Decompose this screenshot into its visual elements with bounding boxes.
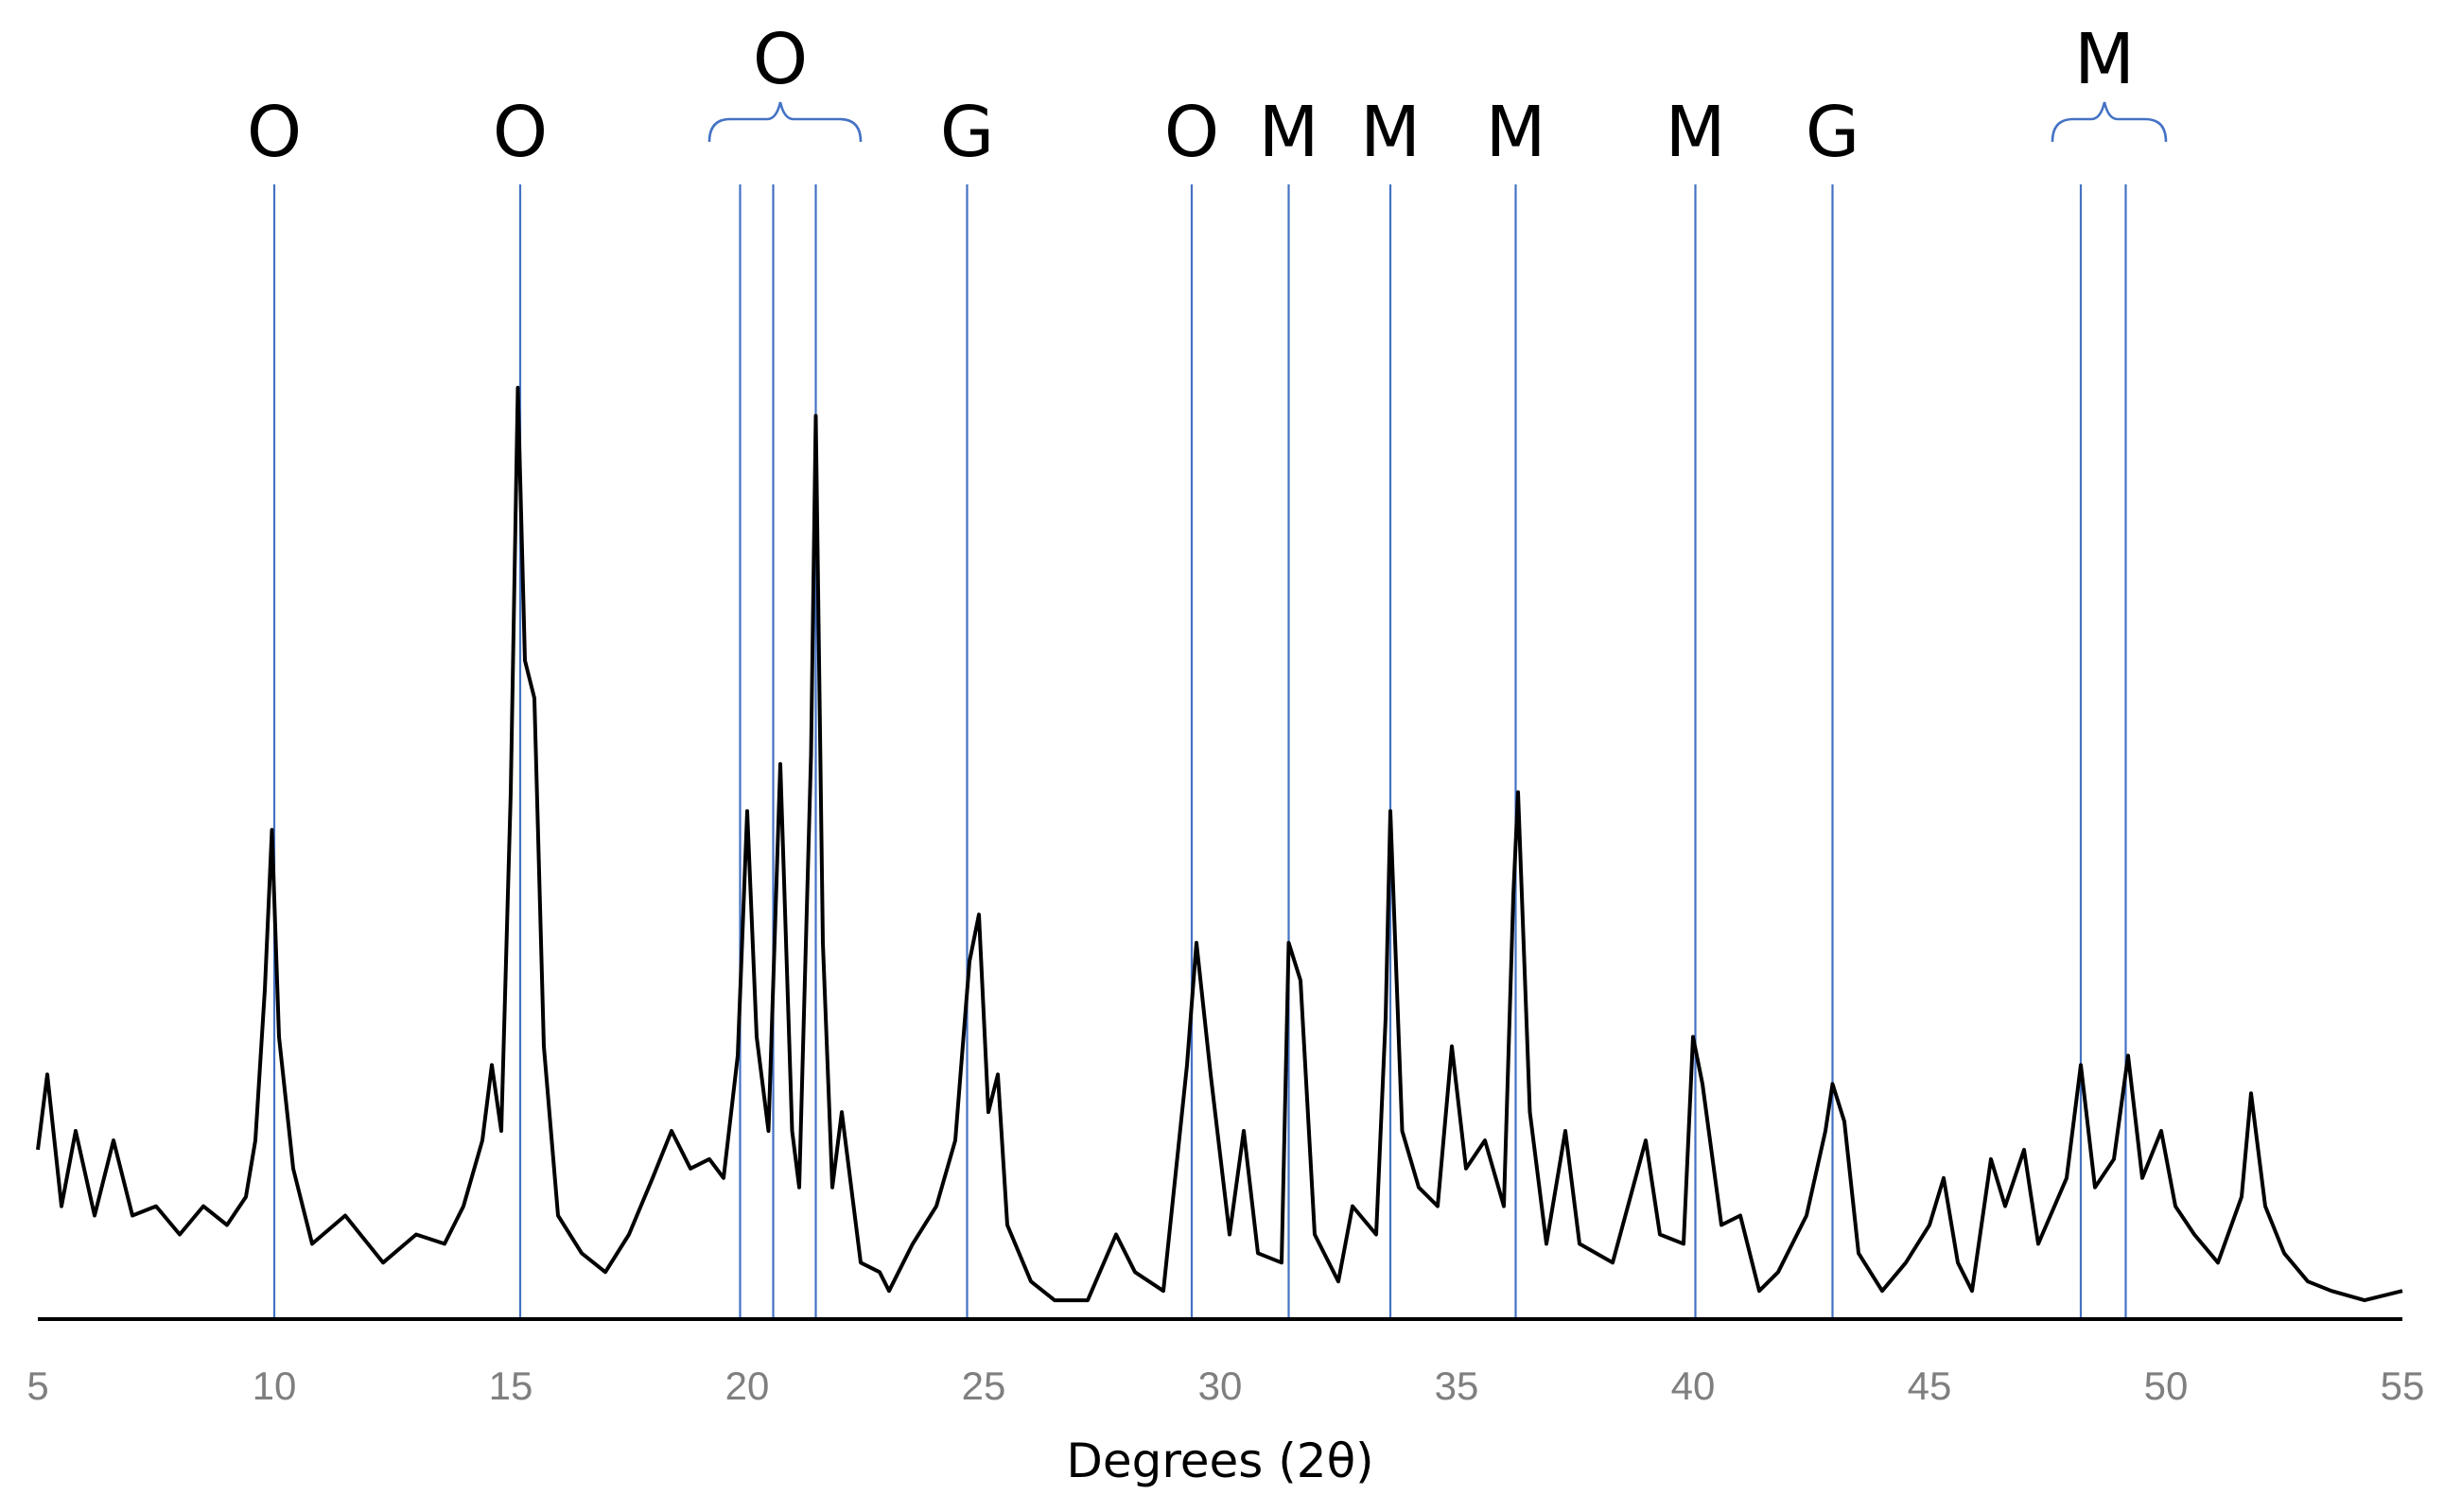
peak-label-3: O [753, 19, 808, 100]
peak-label-2: O [493, 92, 548, 173]
x-tick-label-50: 50 [2144, 1364, 2189, 1408]
peak-label-11: M [2074, 19, 2135, 100]
peak-label-8: M [1486, 92, 1546, 173]
x-tick-label-10: 10 [253, 1364, 297, 1408]
x-tick-labels: 5 10 15 20 25 30 35 40 45 50 55 [26, 1364, 2424, 1408]
x-tick-label-15: 15 [489, 1364, 533, 1408]
xrd-pattern-line [36, 386, 2403, 1303]
x-tick-label-35: 35 [1435, 1364, 1479, 1408]
reference-lines [272, 184, 2127, 1319]
x-tick-label-45: 45 [1908, 1364, 1952, 1408]
x-tick-label-40: 40 [1671, 1364, 1716, 1408]
peak-label-9: M [1666, 92, 1726, 173]
x-tick-label-5: 5 [26, 1364, 48, 1408]
x-tick-label-55: 55 [2381, 1364, 2425, 1408]
peak-labels: O OOG O M M M M GM [247, 19, 2135, 173]
peak-label-7: M [1360, 92, 1421, 173]
x-axis-title: Degrees (2θ) [1066, 1434, 1373, 1488]
peak-label-6: M [1259, 92, 1319, 173]
bracket-11 [2051, 101, 2168, 143]
x-tick-label-20: 20 [725, 1364, 770, 1408]
x-tick-label-25: 25 [962, 1364, 1006, 1408]
peak-label-4: G [940, 92, 994, 173]
x-tick-label-30: 30 [1198, 1364, 1243, 1408]
peak-label-1: O [247, 92, 302, 173]
bracket-3 [707, 101, 863, 143]
peak-brackets [707, 101, 2168, 143]
peak-label-10: G [1806, 92, 1859, 173]
peak-label-5: O [1164, 92, 1219, 173]
